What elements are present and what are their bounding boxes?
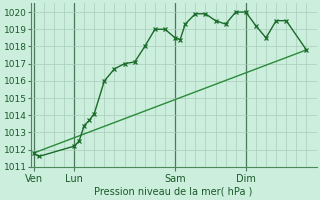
X-axis label: Pression niveau de la mer( hPa ): Pression niveau de la mer( hPa ) [94, 187, 253, 197]
